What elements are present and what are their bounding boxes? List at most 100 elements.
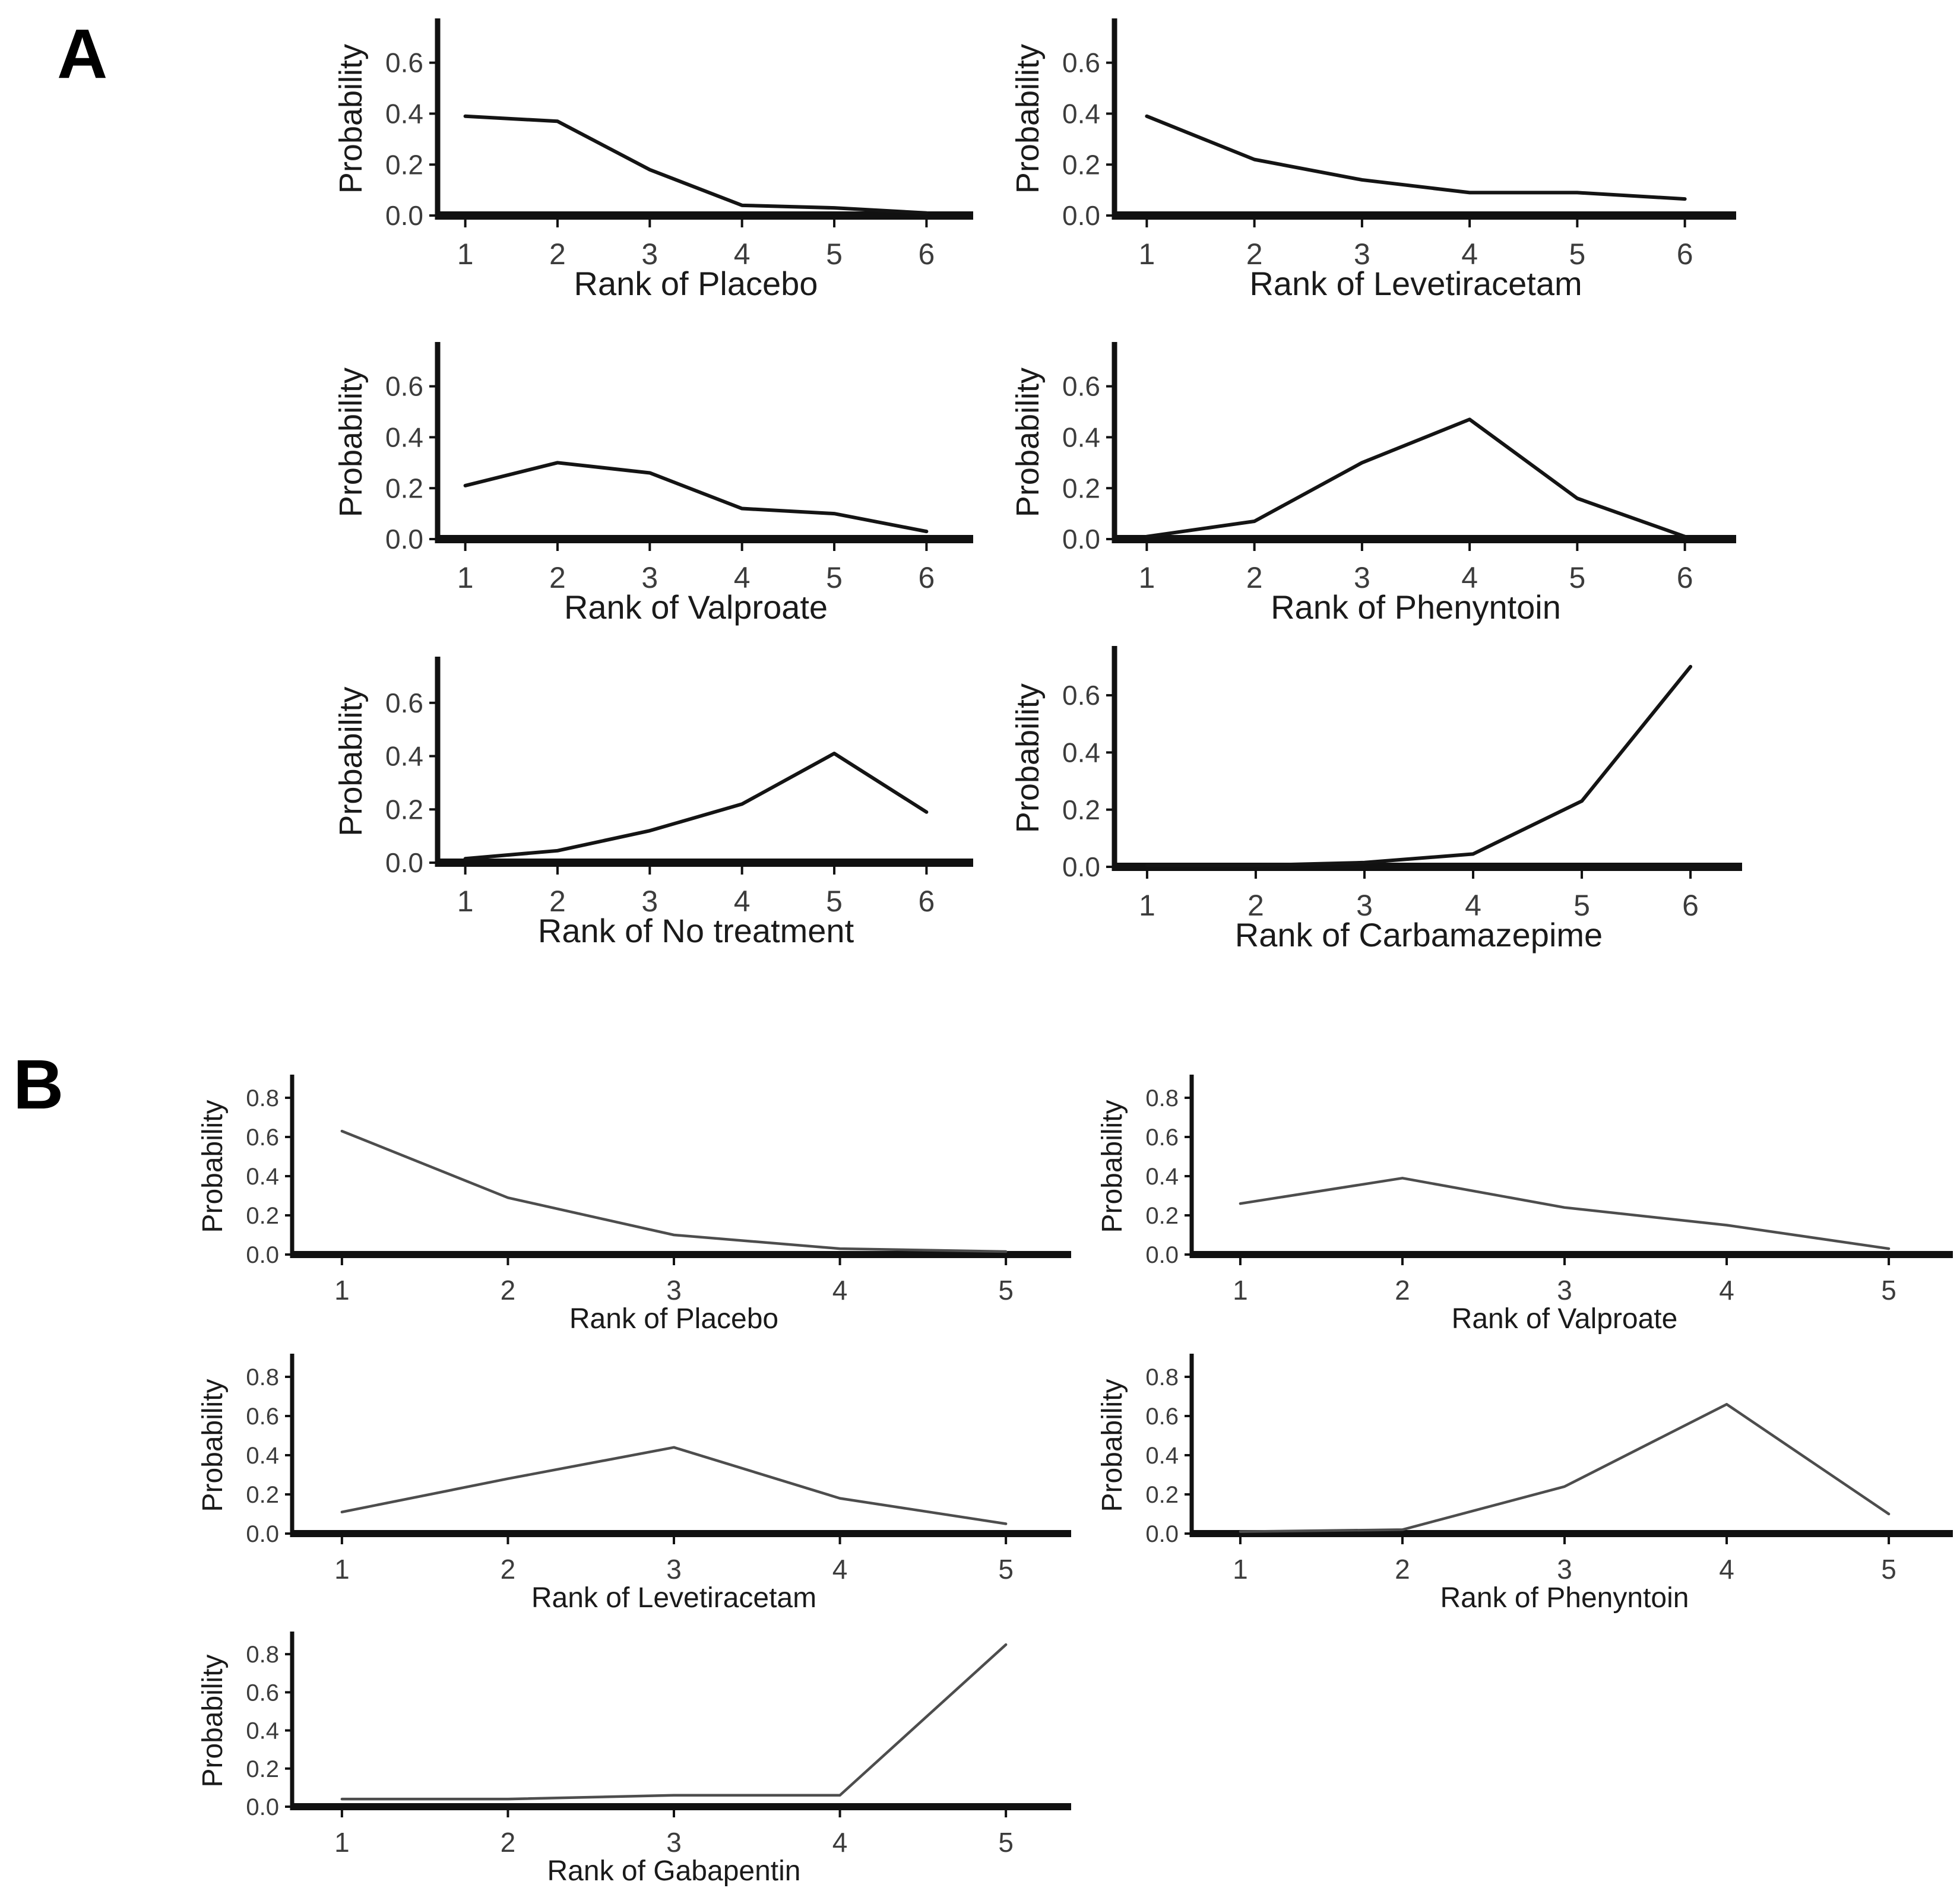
x-tick-label: 5 [826, 237, 843, 271]
probability-line [340, 1129, 1008, 1253]
y-tick-label: 0.8 [246, 1642, 279, 1668]
x-tick-label: 6 [1677, 561, 1693, 594]
chart-rank-of-gabapentin-panel-b: Probability 0.0 0.2 0.4 0.6 0.8 1 2 3 4 5 Rank of G… [196, 1620, 1075, 1891]
chart-svg-rank-of-phenyntoin: Probability 0.0 0.2 0.4 0.6 1 2 3 4 5 6 Rank of Phe… [1010, 342, 1736, 626]
chart-svg-rank-of-phenyntoin: Probability 0.0 0.2 0.4 0.6 0.8 1 2 3 4 5 Rank of P… [1097, 1354, 1953, 1614]
x-tick-label: 2 [501, 1554, 516, 1585]
y-tick-label: 0.8 [246, 1085, 279, 1111]
y-tick-label: 0.2 [246, 1482, 279, 1508]
x-tick-label: 4 [734, 885, 751, 918]
y-tick-label: 0.6 [1062, 680, 1100, 711]
probability-line [463, 114, 929, 215]
probability-line [340, 1446, 1008, 1525]
y-tick-label: 0.2 [1062, 473, 1100, 503]
x-tick-label: 3 [1354, 561, 1370, 594]
x-tick-label: 1 [1138, 237, 1155, 271]
x-tick-label: 4 [734, 561, 751, 594]
x-axis-title: Rank of Levetiracetam [531, 1582, 816, 1614]
probability-line [340, 1643, 1008, 1801]
y-tick-label: 0.2 [385, 473, 423, 503]
y-tick-label: 0.8 [1145, 1364, 1179, 1390]
y-tick-label: 0.6 [1062, 47, 1100, 78]
x-tick-label: 5 [1573, 889, 1590, 922]
y-axis-title: Probability [335, 368, 369, 517]
x-tick-label: 2 [501, 1827, 516, 1858]
x-tick-label: 2 [1395, 1554, 1410, 1585]
x-tick-label: 2 [549, 237, 566, 271]
probability-line [1145, 664, 1693, 867]
x-tick-label: 2 [549, 561, 566, 594]
y-tick-label: 0.2 [246, 1756, 279, 1782]
y-tick-label: 0.4 [246, 1443, 279, 1469]
x-tick-label: 6 [918, 885, 935, 918]
x-tick-label: 6 [918, 237, 935, 271]
x-tick-label: 3 [641, 561, 658, 594]
x-tick-label: 4 [1719, 1275, 1734, 1306]
x-tick-label: 1 [457, 237, 474, 271]
x-tick-label: 1 [457, 885, 474, 918]
y-tick-label: 0.4 [246, 1718, 279, 1744]
chart-svg-rank-of-valproate: Probability 0.0 0.2 0.4 0.6 0.8 1 2 3 4 5 Rank of V… [1097, 1075, 1953, 1335]
y-axis-title: Probability [335, 44, 369, 194]
x-tick-label: 4 [1461, 561, 1478, 594]
y-tick-label: 0.2 [385, 794, 423, 825]
y-tick-label: 0.6 [385, 688, 423, 718]
y-tick-label: 0.6 [246, 1125, 279, 1151]
x-tick-label: 3 [666, 1827, 682, 1858]
x-tick-label: 2 [1246, 561, 1263, 594]
y-tick-label: 0.0 [385, 847, 423, 878]
x-tick-label: 2 [1395, 1275, 1410, 1306]
chart-svg-rank-of-levetiracetam: Probability 0.0 0.2 0.4 0.6 0.8 1 2 3 4 5 Rank of L… [197, 1354, 1071, 1614]
y-axis-title: Probability [1097, 1379, 1128, 1512]
y-axis-title: Probability [197, 1100, 229, 1233]
y-tick-label: 0.2 [1145, 1482, 1179, 1508]
x-axis-title: Rank of Levetiracetam [1249, 265, 1582, 302]
x-tick-label: 3 [1354, 237, 1370, 271]
y-tick-label: 0.6 [246, 1404, 279, 1430]
y-tick-label: 0.6 [1145, 1404, 1179, 1430]
chart-rank-of-valproate-panel-a: Probability 0.0 0.2 0.4 0.6 1 2 3 4 5 6 Rank of Val… [333, 332, 977, 629]
x-tick-label: 4 [832, 1827, 848, 1858]
x-tick-label: 1 [457, 561, 474, 594]
x-tick-label: 5 [1881, 1554, 1896, 1585]
probability-line [463, 752, 929, 861]
probability-line [1145, 417, 1687, 539]
x-tick-label: 3 [1356, 889, 1373, 922]
y-tick-label: 0.6 [385, 371, 423, 402]
y-tick-label: 0.0 [1062, 200, 1100, 231]
chart-rank-of-placebo-panel-b: Probability 0.0 0.2 0.4 0.6 0.8 1 2 3 4 5 Rank of P… [196, 1063, 1075, 1339]
y-tick-label: 0.2 [246, 1203, 279, 1229]
y-tick-label: 0.2 [1062, 794, 1100, 825]
x-tick-label: 1 [334, 1554, 350, 1585]
x-tick-label: 1 [334, 1275, 350, 1306]
x-tick-label: 5 [998, 1275, 1014, 1306]
probability-line [1239, 1402, 1891, 1533]
x-tick-label: 4 [1719, 1554, 1734, 1585]
x-tick-label: 2 [1246, 237, 1263, 271]
y-axis-title: Probability [1097, 1100, 1128, 1233]
x-tick-label: 5 [998, 1827, 1014, 1858]
y-tick-label: 0.4 [385, 422, 423, 453]
chart-svg-rank-of-no-treatment: Probability 0.0 0.2 0.4 0.6 1 2 3 4 5 6 Rank of No … [333, 657, 973, 949]
y-axis-title: Probability [197, 1654, 229, 1787]
y-axis-title: Probability [197, 1379, 229, 1512]
y-tick-label: 0.4 [246, 1164, 279, 1190]
chart-rank-of-phenyntoin-panel-b: Probability 0.0 0.2 0.4 0.6 0.8 1 2 3 4 5 Rank of P… [1095, 1342, 1956, 1618]
x-axis-title: Rank of No treatment [538, 912, 854, 949]
chart-rank-of-levetiracetam-panel-a: Probability 0.0 0.2 0.4 0.6 1 2 3 4 5 6 Rank of Lev… [1010, 9, 1740, 306]
probability-line [1145, 114, 1687, 201]
y-tick-label: 0.4 [385, 99, 423, 129]
y-axis-title: Probability [1012, 44, 1046, 194]
x-tick-label: 5 [1881, 1275, 1896, 1306]
y-tick-label: 0.2 [1145, 1203, 1179, 1229]
x-tick-label: 1 [1233, 1275, 1248, 1306]
x-tick-label: 4 [832, 1554, 848, 1585]
x-tick-label: 5 [1569, 237, 1585, 271]
x-tick-label: 5 [826, 561, 843, 594]
chart-rank-of-no-treatment-panel-a: Probability 0.0 0.2 0.4 0.6 1 2 3 4 5 6 Rank of No … [333, 647, 977, 953]
y-tick-label: 0.6 [1145, 1125, 1179, 1151]
chart-svg-rank-of-placebo: Probability 0.0 0.2 0.4 0.6 0.8 1 2 3 4 5 Rank of P… [197, 1075, 1071, 1335]
probability-line [1239, 1177, 1891, 1250]
chart-rank-of-placebo-panel-a: Probability 0.0 0.2 0.4 0.6 1 2 3 4 5 6 Rank of Pla… [333, 9, 977, 306]
y-tick-label: 0.0 [1145, 1521, 1179, 1547]
